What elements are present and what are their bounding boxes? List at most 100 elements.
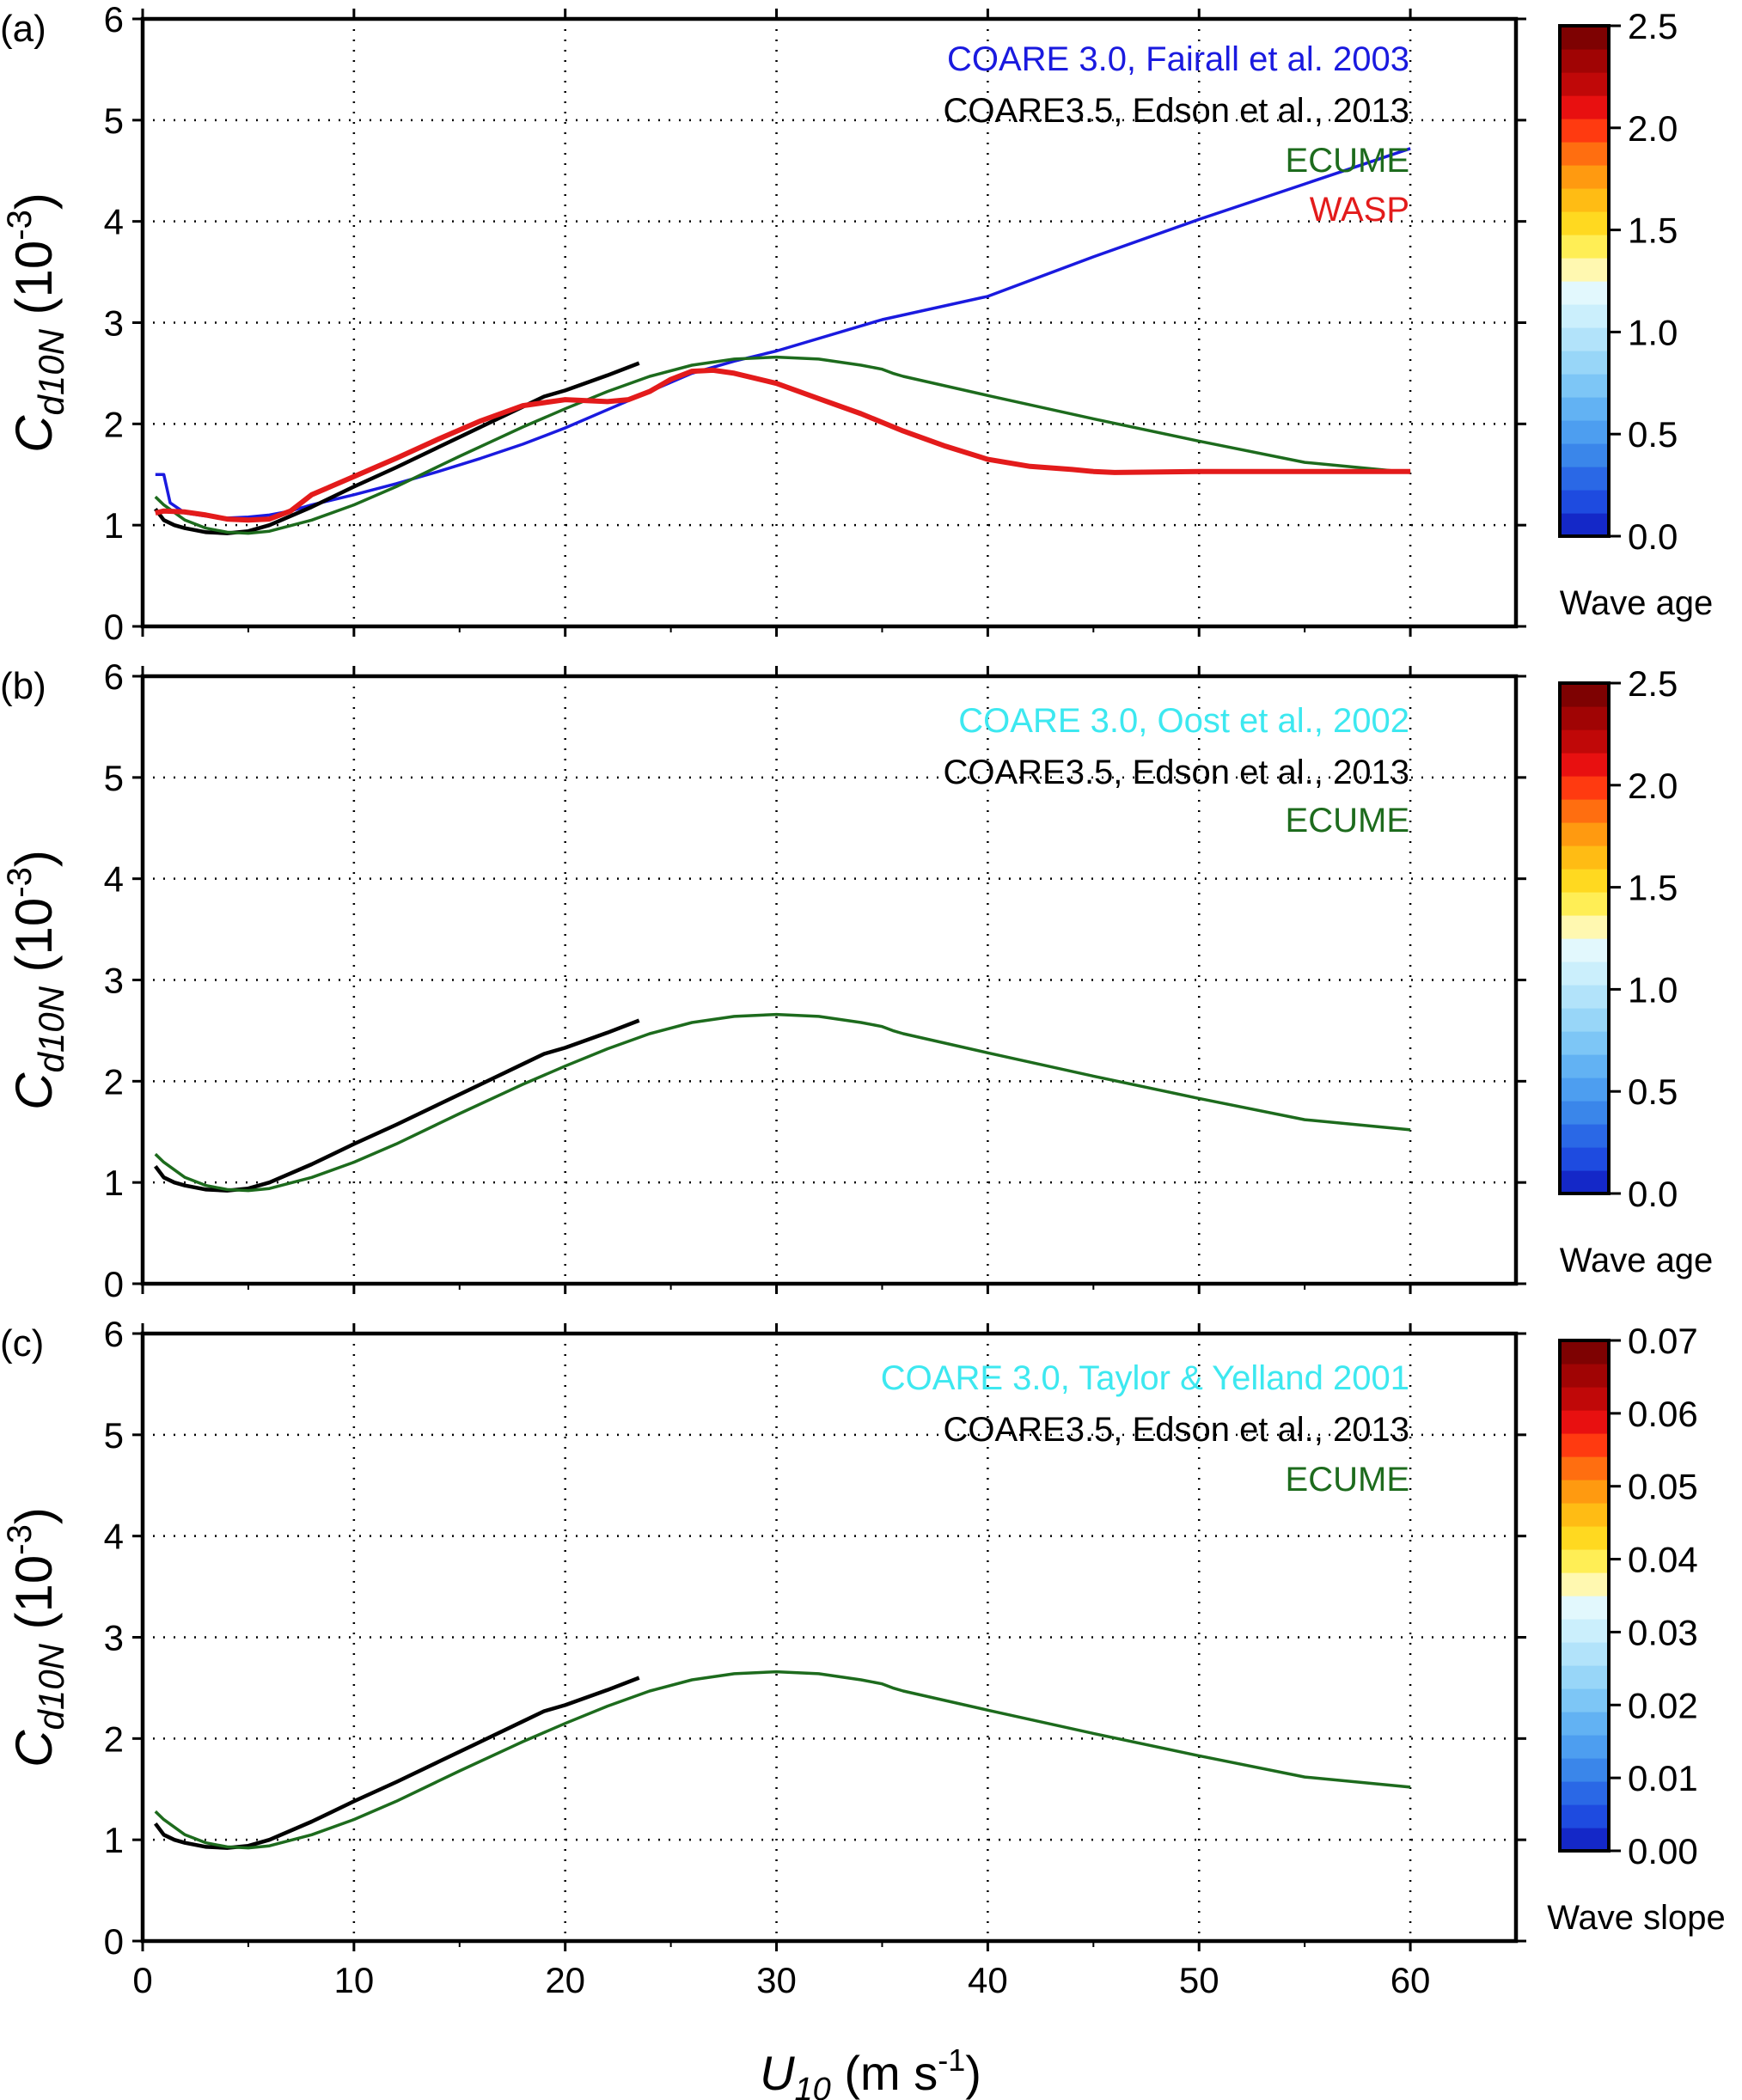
panel-label: (c)	[0, 1322, 44, 1364]
colorbar-tick-label: 2.5	[1628, 663, 1678, 704]
plot-frame	[140, 674, 1519, 1286]
x-axis-title: U10 (m s-1)	[760, 2042, 981, 2100]
panel-c: (c) 0 10 20 30 40 50 60 0 1 2 3 4 5 6 Cd10N (10-3) COARE…	[0, 1314, 1726, 2000]
colorbar-segment	[1560, 49, 1609, 73]
colorbar-tick-label: 1.5	[1628, 868, 1678, 908]
y-tick-label: 5	[104, 758, 124, 798]
colorbar-segment	[1560, 1572, 1609, 1596]
colorbar-segment	[1560, 961, 1609, 986]
colorbar-tick-label: 0.01	[1628, 1758, 1698, 1798]
colorbar-title: Wave age	[1560, 584, 1714, 622]
colorbar-segment	[1560, 142, 1609, 166]
y-tick-label: 1	[104, 1163, 124, 1203]
y-tick-label: 3	[104, 1618, 124, 1658]
series-line	[154, 361, 640, 535]
y-tick-label: 0	[104, 1264, 124, 1304]
legend-entry: ECUME	[1286, 802, 1409, 839]
y-tick-label: 1	[104, 505, 124, 546]
colorbar-segment	[1560, 1340, 1609, 1364]
y-axis-title-unit-close: )	[5, 850, 63, 867]
colorbar-segment	[1560, 683, 1609, 707]
colorbar-tick-label: 0.02	[1628, 1685, 1698, 1725]
legend-entry: WASP	[1310, 191, 1409, 229]
colorbar-segment	[1560, 72, 1609, 96]
colorbar-segment	[1560, 1735, 1609, 1759]
colorbar-segment	[1560, 1804, 1609, 1828]
legend-entry: COARE3.5, Edson et al., 2013	[943, 92, 1409, 130]
y-tick-label: 5	[104, 101, 124, 141]
legend-entry: COARE 3.0, Taylor & Yelland 2001	[881, 1359, 1409, 1397]
colorbar-segment	[1560, 1124, 1609, 1148]
y-axis-title-unit: (10	[5, 898, 63, 973]
colorbar-tick-label: 0.05	[1628, 1467, 1698, 1507]
y-axis-title-space	[5, 972, 63, 986]
y-tick-label: 3	[104, 303, 124, 344]
colorbar-segment	[1560, 1456, 1609, 1480]
x-tick-label: 30	[756, 1960, 797, 2000]
colorbar-segment	[1560, 165, 1609, 189]
colorbar-segment	[1560, 1781, 1609, 1805]
colorbar-segment	[1560, 1712, 1609, 1736]
y-axis-title-sub: d10N	[31, 986, 71, 1072]
colorbar-segment	[1560, 281, 1609, 305]
colorbar-segment	[1560, 374, 1609, 398]
series-line	[155, 147, 1411, 520]
colorbar-segment	[1560, 443, 1609, 467]
series-line	[154, 1018, 640, 1193]
y-axis-title-unit-sup: -3	[1, 210, 39, 241]
x-tick-label: 60	[1391, 1960, 1431, 2000]
y-tick-label: 5	[104, 1415, 124, 1456]
colorbar-segment	[1560, 1688, 1609, 1712]
colorbar-segment	[1560, 327, 1609, 351]
series-line	[154, 1012, 1411, 1193]
colorbar-tick-label: 2.0	[1628, 108, 1678, 149]
y-tick-label: 6	[104, 1314, 124, 1354]
colorbar-segment	[1560, 1147, 1609, 1171]
colorbar-segment	[1560, 188, 1609, 212]
y-axis-title-space	[5, 1629, 63, 1644]
y-tick-label: 0	[104, 1921, 124, 1962]
colorbar-tick-label: 0.00	[1628, 1831, 1698, 1871]
x-axis-title-main: U	[760, 2046, 795, 2100]
legend-entry: COARE3.5, Edson et al., 2013	[943, 754, 1409, 791]
colorbar-segment	[1560, 1433, 1609, 1457]
colorbar-segment	[1560, 1549, 1609, 1573]
colorbar-segment	[1560, 235, 1609, 259]
colorbar-segment	[1560, 869, 1609, 893]
panel-label: (a)	[0, 8, 46, 50]
colorbar-segment	[1560, 1387, 1609, 1411]
colorbar-segment	[1560, 1619, 1609, 1643]
panel-label: (b)	[0, 665, 46, 707]
colorbar-segment	[1560, 420, 1609, 444]
panel-a: (a) 0 1 2 3 4 5 6 Cd10N (10-3) COARE 3.0, Fairall…	[0, 0, 1713, 647]
colorbar-tick-label: 1.0	[1628, 969, 1678, 1010]
colorbar-segment	[1560, 706, 1609, 730]
x-axis-title-unit-close: )	[965, 2046, 981, 2100]
colorbar-segment	[1560, 1101, 1609, 1125]
colorbar-segment	[1560, 490, 1609, 514]
colorbar-segment	[1560, 1364, 1609, 1388]
colorbar-segment	[1560, 304, 1609, 328]
colorbar-title: Wave age	[1560, 1242, 1714, 1279]
colorbar-segment	[1560, 938, 1609, 962]
x-axis-title-unit-sup: -1	[938, 2042, 965, 2078]
colorbar-segment	[1560, 467, 1609, 491]
colorbar-tick-label: 0.5	[1628, 1071, 1678, 1112]
colorbar-segment	[1560, 1031, 1609, 1055]
x-axis-title-unit: (m s	[844, 2046, 938, 2100]
y-tick-label: 2	[104, 404, 124, 444]
colorbar-segment	[1560, 351, 1609, 375]
colorbar-tick-label: 1.5	[1628, 211, 1678, 251]
panel-b: (b) 0 1 2 3 4 5 6 Cd10N (10-3) COARE 3.0, Oost et…	[0, 656, 1713, 1304]
colorbar-segment	[1560, 1642, 1609, 1666]
colorbar-segment	[1560, 1077, 1609, 1102]
svg-text:U10 (m s-1): U10 (m s-1)	[760, 2042, 981, 2100]
y-axis-title-unit-sup: -3	[1, 867, 39, 898]
colorbar-segment	[1560, 845, 1609, 870]
y-tick-label: 6	[104, 656, 124, 697]
series-line	[154, 1676, 640, 1850]
x-tick-label: 20	[545, 1960, 585, 2000]
y-axis-title: Cd10N (10-3)	[1, 1507, 71, 1767]
colorbar-segment	[1560, 211, 1609, 235]
colorbar-frame	[1558, 24, 1611, 538]
